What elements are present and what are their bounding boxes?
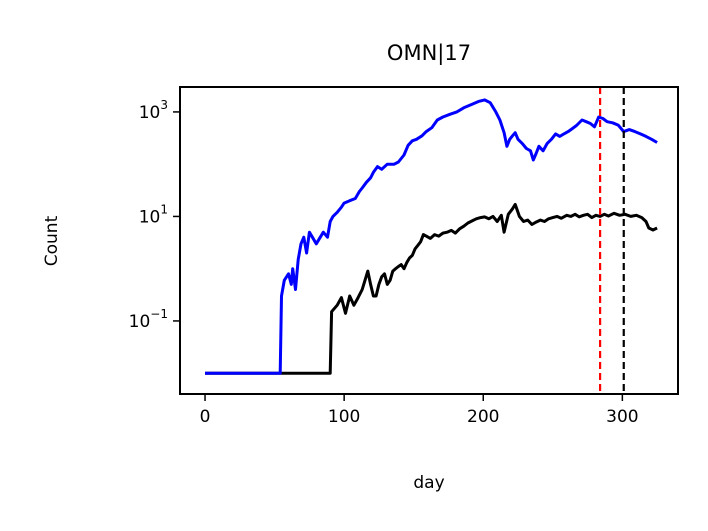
series-line bbox=[205, 98, 658, 375]
y-tick-base: 10 bbox=[129, 312, 151, 332]
y-tick-base: 10 bbox=[139, 207, 161, 227]
series-layer bbox=[205, 98, 658, 375]
x-tick-label: 0 bbox=[200, 407, 211, 427]
y-tick-exponent: 3 bbox=[160, 98, 168, 112]
x-tick-label: 100 bbox=[328, 407, 360, 427]
x-tick-label: 200 bbox=[467, 407, 499, 427]
y-tick-exponent: −1 bbox=[150, 307, 168, 321]
y-axis-title: Count bbox=[42, 215, 62, 266]
y-tick-label: 10−1 bbox=[129, 307, 168, 332]
y-tick-exponent: 1 bbox=[160, 202, 168, 216]
chart-title: OMN|17 bbox=[387, 41, 471, 66]
y-tick-label: 101 bbox=[139, 202, 168, 227]
y-tick-base: 10 bbox=[139, 103, 161, 123]
plot-frame bbox=[179, 86, 679, 395]
y-tick-label: 103 bbox=[139, 98, 168, 123]
x-tick-label: 300 bbox=[606, 407, 638, 427]
x-axis-title: day bbox=[413, 473, 444, 493]
reference-lines bbox=[599, 87, 625, 394]
series-line bbox=[205, 202, 658, 375]
x-ticks: 0 100 200 300 bbox=[200, 394, 639, 427]
